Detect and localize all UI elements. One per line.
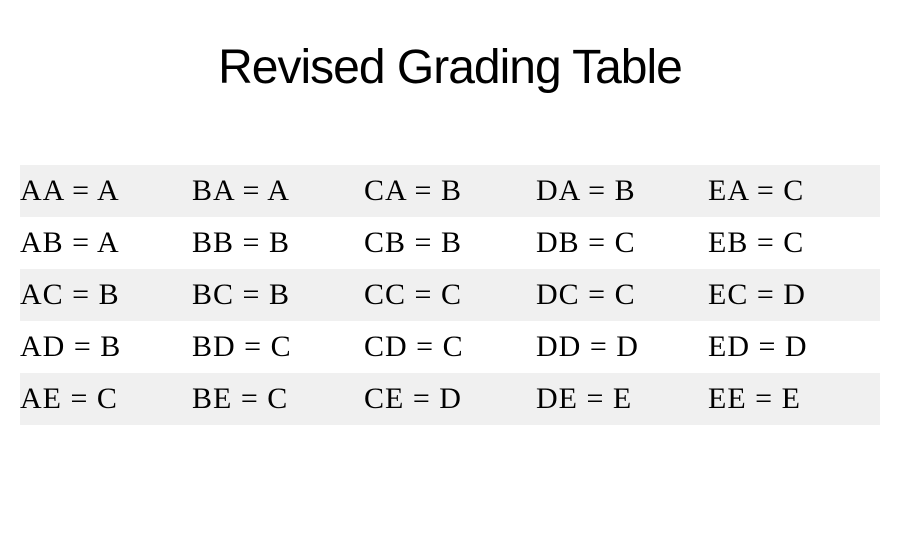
table-cell: DC = C [536,278,708,312]
table-row: AA = A BA = A CA = B DA = B EA = C [20,165,880,217]
table-cell: EA = C [708,174,880,208]
grading-table: AA = A BA = A CA = B DA = B EA = C AB = … [0,165,900,425]
table-cell: CB = B [364,226,536,260]
table-cell: EE = E [708,382,880,416]
table-cell: BC = B [192,278,364,312]
table-cell: AE = C [20,382,192,416]
table-cell: CD = C [364,330,536,364]
table-cell: BA = A [192,174,364,208]
table-cell: DA = B [536,174,708,208]
page-container: Revised Grading Table AA = A BA = A CA =… [0,0,900,540]
table-cell: BB = B [192,226,364,260]
table-cell: CA = B [364,174,536,208]
table-row: AC = B BC = B CC = C DC = C EC = D [20,269,880,321]
table-cell: ED = D [708,330,880,364]
table-cell: DE = E [536,382,708,416]
table-cell: EB = C [708,226,880,260]
table-row: AE = C BE = C CE = D DE = E EE = E [20,373,880,425]
table-cell: BE = C [192,382,364,416]
table-cell: AD = B [20,330,192,364]
table-cell: BD = C [192,330,364,364]
table-row: AD = B BD = C CD = C DD = D ED = D [20,321,880,373]
table-cell: DB = C [536,226,708,260]
table-cell: AB = A [20,226,192,260]
table-cell: DD = D [536,330,708,364]
table-row: AB = A BB = B CB = B DB = C EB = C [20,217,880,269]
table-cell: AA = A [20,174,192,208]
table-cell: AC = B [20,278,192,312]
table-cell: CE = D [364,382,536,416]
table-cell: CC = C [364,278,536,312]
page-title: Revised Grading Table [0,40,900,95]
table-cell: EC = D [708,278,880,312]
